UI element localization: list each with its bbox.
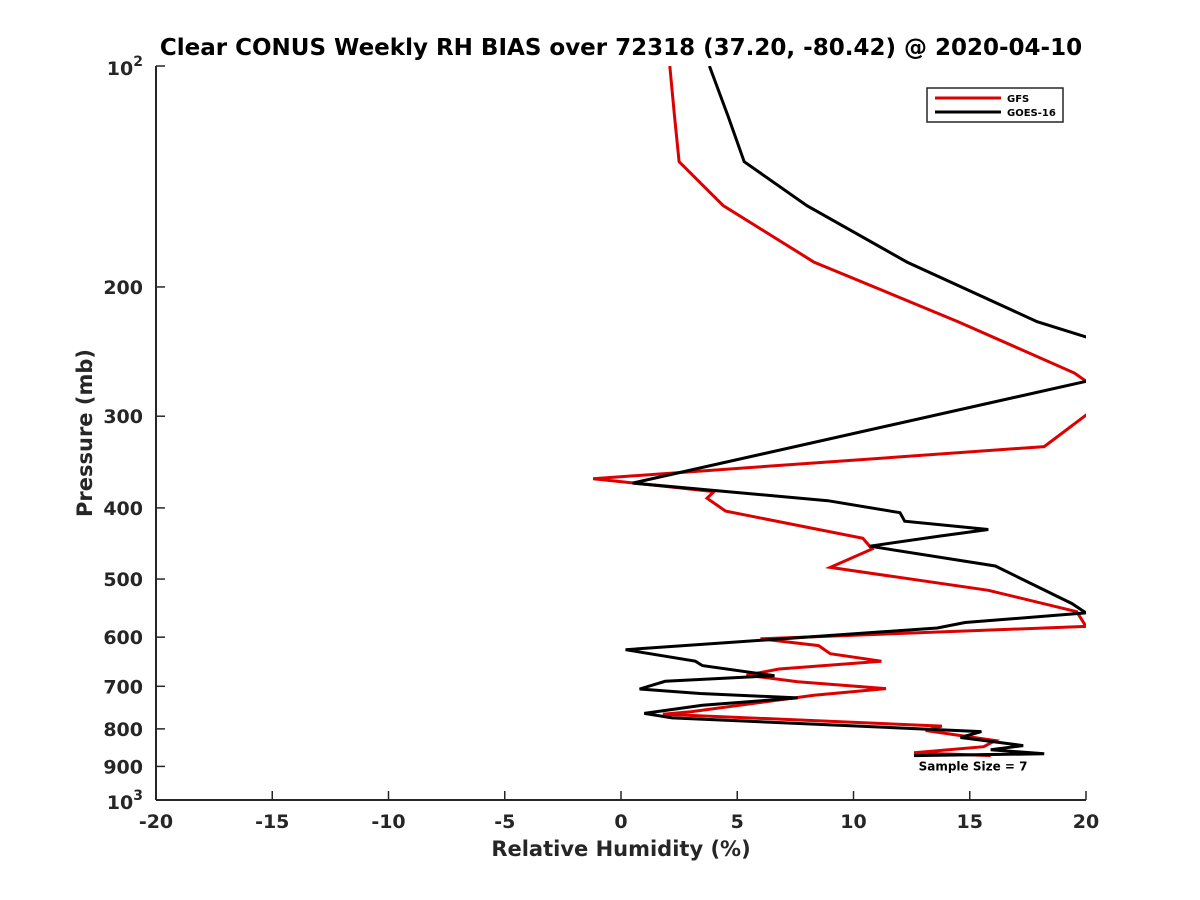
y-tick-label: 700 bbox=[103, 676, 143, 698]
chart-title: Clear CONUS Weekly RH BIAS over 72318 (3… bbox=[160, 35, 1082, 61]
y-tick-label: 900 bbox=[103, 756, 143, 778]
series-line-gfs bbox=[592, 66, 1086, 758]
y-tick-label: 102 bbox=[107, 54, 143, 80]
x-tick-label: -20 bbox=[139, 811, 173, 833]
sample-size-annotation: Sample Size = 7 bbox=[919, 759, 1028, 773]
series-line-goes-16 bbox=[625, 66, 1086, 758]
legend: GFS GOES-16 bbox=[926, 87, 1064, 123]
y-tick-label: 300 bbox=[103, 406, 143, 428]
y-tick-label: 500 bbox=[103, 569, 143, 591]
x-tick-label: 5 bbox=[731, 811, 744, 833]
x-tick-label: -15 bbox=[255, 811, 289, 833]
y-tick-label: 200 bbox=[103, 277, 143, 299]
y-tick-label: 600 bbox=[103, 627, 143, 649]
legend-label: GFS bbox=[1007, 94, 1029, 105]
plot-area: -20 -15 -10 -5 0 5 10 15 20 200 300 400 500 600 700 800… bbox=[103, 54, 1099, 833]
x-tick-label: 10 bbox=[840, 811, 866, 833]
x-axis-label: Relative Humidity (%) bbox=[491, 837, 750, 861]
x-tick-label: -10 bbox=[371, 811, 405, 833]
x-tick-label: -5 bbox=[494, 811, 515, 833]
legend-label: GOES-16 bbox=[1007, 108, 1056, 119]
x-tick-label: 20 bbox=[1073, 811, 1099, 833]
x-tick-label: 15 bbox=[957, 811, 983, 833]
y-tick-label: 103 bbox=[107, 788, 143, 814]
y-tick-label: 400 bbox=[103, 498, 143, 520]
legend-box bbox=[926, 87, 1064, 123]
x-tick-label: 0 bbox=[614, 811, 627, 833]
y-axis-label: Pressure (mb) bbox=[73, 349, 97, 517]
y-tick-label: 800 bbox=[103, 719, 143, 741]
